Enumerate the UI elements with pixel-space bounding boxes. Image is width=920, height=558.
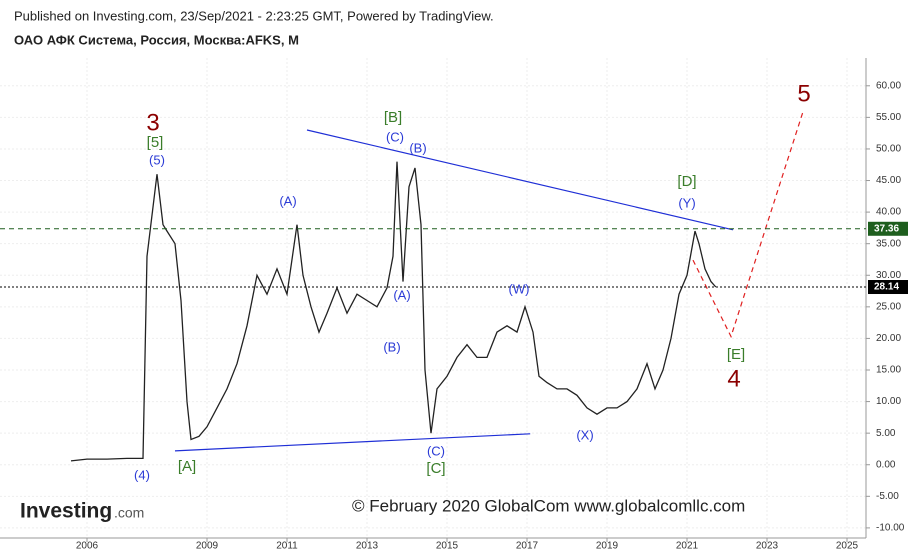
wave-label: (Y) [678, 195, 695, 210]
x-tick-label: 2019 [596, 541, 619, 552]
wave-label: 4 [727, 365, 740, 392]
y-tick-label: 10.00 [876, 396, 901, 407]
x-tick-label: 2021 [676, 541, 699, 552]
x-tick-label: 2017 [516, 541, 539, 552]
price-label: 37.36 [874, 223, 899, 234]
x-tick-label: 2015 [436, 541, 459, 552]
wave-label: [5] [147, 134, 164, 151]
wave-label: (C) [427, 443, 445, 458]
y-tick-label: 0.00 [876, 459, 896, 470]
y-tick-label: 5.00 [876, 428, 896, 439]
trend-line [174, 433, 531, 452]
wave-label: (4) [134, 467, 150, 482]
wave-label: [D] [677, 173, 696, 190]
wave-label: [C] [426, 460, 445, 477]
wave-label: (X) [576, 427, 593, 442]
y-tick-label: 30.00 [876, 270, 901, 281]
wave-label: [A] [178, 458, 196, 475]
y-tick-label: 20.00 [876, 333, 901, 344]
logo-suffix: .com [114, 505, 144, 521]
price-label-box [868, 221, 908, 236]
y-tick-label: 25.00 [876, 301, 901, 312]
trend-line [306, 129, 734, 231]
y-tick-label: 40.00 [876, 207, 901, 218]
y-tick-label: 15.00 [876, 365, 901, 376]
wave-label: 3 [146, 109, 159, 136]
x-tick-label: 2009 [196, 541, 219, 552]
watermark: © February 2020 GlobalCom www.globalcoml… [352, 496, 745, 515]
wave-label: (C) [386, 129, 404, 144]
x-tick-label: 2006 [76, 541, 99, 552]
y-tick-label: -5.00 [876, 491, 899, 502]
y-tick-label: 50.00 [876, 144, 901, 155]
wave-label: (B) [409, 140, 426, 155]
y-tick-label: 55.00 [876, 112, 901, 123]
wave-label: (A) [393, 287, 410, 302]
x-tick-label: 2023 [756, 541, 779, 552]
symbol-title: ОАО АФК Система, Россия, Москва:AFKS, M [14, 32, 299, 47]
x-tick-label: 2013 [356, 541, 379, 552]
price-label: 28.14 [874, 282, 899, 293]
wave-label: (B) [383, 339, 400, 354]
y-tick-label: 35.00 [876, 238, 901, 249]
wave-label: (W) [509, 281, 530, 296]
x-tick-label: 2025 [836, 541, 859, 552]
published-note: Published on Investing.com, 23/Sep/2021 … [14, 8, 494, 23]
wave-label: [B] [384, 109, 402, 126]
y-tick-label: 45.00 [876, 175, 901, 186]
wave-label: (A) [279, 193, 296, 208]
price-line [70, 161, 717, 462]
y-tick-label: 60.00 [876, 80, 901, 91]
trend-line [692, 111, 804, 339]
logo-brand: Investing [20, 500, 112, 523]
wave-label: (5) [149, 152, 165, 167]
y-tick-label: -10.00 [876, 523, 905, 534]
price-label-box [868, 280, 908, 295]
wave-label: [E] [727, 346, 745, 363]
wave-label: 5 [797, 80, 810, 107]
x-tick-label: 2011 [276, 541, 298, 552]
